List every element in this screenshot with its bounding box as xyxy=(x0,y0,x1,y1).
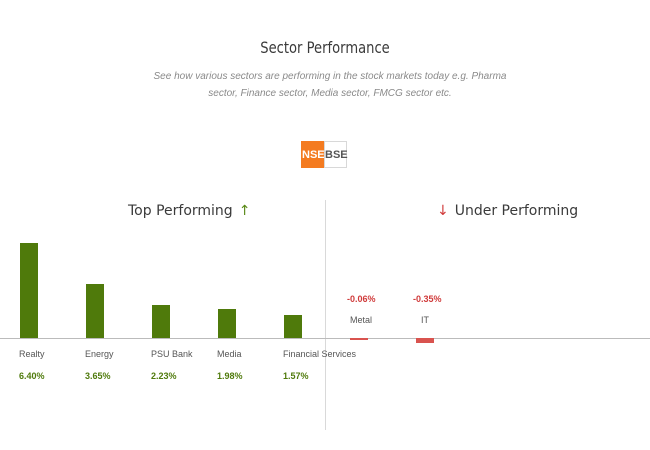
arrow-up-icon: ↑ xyxy=(238,203,251,219)
sector-name-label: Realty xyxy=(19,349,45,359)
bar-metal xyxy=(350,338,368,340)
sector-change-label: 2.23% xyxy=(151,371,177,381)
top-performing-heading: Top Performing ↑ xyxy=(128,203,250,219)
page-title: Sector Performance xyxy=(260,38,390,57)
sector-change-label: -0.06% xyxy=(347,294,376,304)
sector-change-label: 3.65% xyxy=(85,371,111,381)
sector-name-label: IT xyxy=(421,315,429,325)
sector-name-label: Energy xyxy=(85,349,114,359)
bse-button[interactable]: BSE xyxy=(324,141,348,168)
nse-button[interactable]: NSE xyxy=(301,141,325,168)
sector-change-label: -0.35% xyxy=(413,294,442,304)
bar-media xyxy=(218,309,236,338)
exchange-toggle: NSE BSE xyxy=(301,141,348,168)
sector-name-label: Media xyxy=(217,349,242,359)
bar-energy xyxy=(86,284,104,338)
section-divider xyxy=(325,200,326,430)
sector-change-label: 1.57% xyxy=(283,371,309,381)
sector-name-label: Financial Services xyxy=(283,349,357,359)
bar-psu-bank xyxy=(152,305,170,338)
arrow-down-icon: ↓ xyxy=(437,203,449,219)
page-subtitle: See how various sectors are performing i… xyxy=(153,71,507,99)
bar-realty xyxy=(20,243,38,338)
chart-baseline xyxy=(0,338,650,339)
sector-name-label: PSU Bank xyxy=(151,349,193,359)
bar-financial-services xyxy=(284,315,302,338)
top-performing-label: Top Performing xyxy=(128,203,233,219)
sector-change-label: 1.98% xyxy=(217,371,243,381)
bar-it xyxy=(416,338,434,343)
under-performing-label: Under Performing xyxy=(454,203,579,219)
under-performing-heading: ↓ Under Performing xyxy=(437,203,578,219)
sector-name-label: Metal xyxy=(350,315,373,325)
sector-change-label: 6.40% xyxy=(19,371,45,381)
